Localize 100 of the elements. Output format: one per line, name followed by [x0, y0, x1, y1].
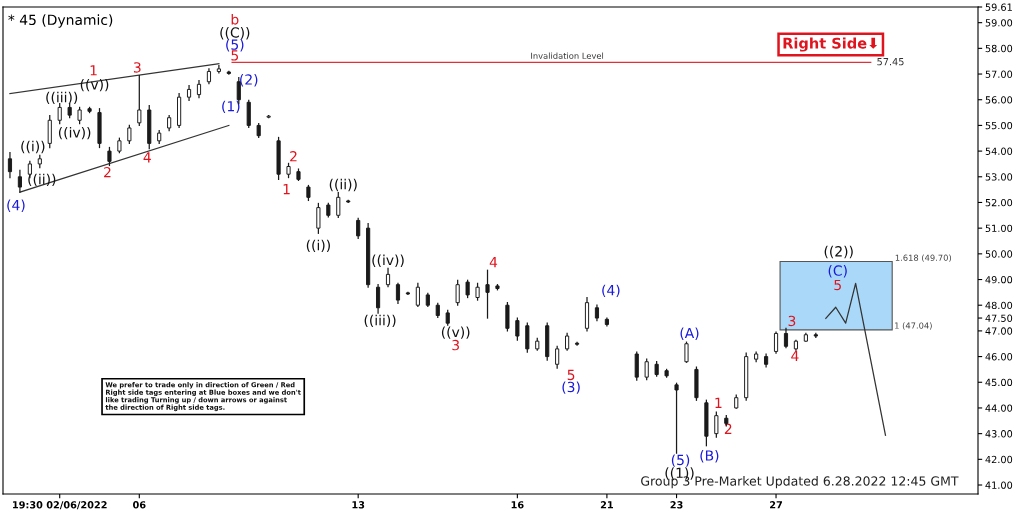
- candlestick: [356, 217, 361, 240]
- candlestick: [17, 169, 22, 193]
- candlestick: [375, 284, 381, 314]
- candlestick: [485, 269, 490, 319]
- candlestick: [525, 322, 530, 353]
- annotation: 1: [715, 397, 722, 408]
- candlestick: [336, 192, 341, 218]
- annotation: 3: [452, 339, 459, 351]
- candlestick: [505, 302, 510, 332]
- candlestick: [783, 327, 789, 349]
- annotation: 1 (47.04): [895, 322, 932, 330]
- candlestick: [47, 115, 52, 149]
- y-tick-label: 47.00: [985, 327, 1013, 335]
- annotation: 1: [283, 184, 290, 195]
- annotation: (B): [700, 450, 719, 463]
- candlestick: [515, 317, 520, 341]
- annotation: 4: [143, 152, 151, 163]
- annotation: (2): [240, 74, 258, 87]
- annotation: ((ii)): [329, 178, 357, 192]
- y-tick-label: 44.00: [985, 404, 1013, 412]
- line-series: [825, 282, 887, 436]
- candlestick: [634, 351, 639, 381]
- y-tick-label: 54.00: [985, 147, 1013, 155]
- annotation: ((iv)): [372, 254, 404, 267]
- y-tick-label: 59.00: [985, 19, 1013, 27]
- y-tick-label: 47.50: [985, 314, 1013, 322]
- y-tick-label: 48.00: [985, 301, 1013, 310]
- y-tick-label: 52.00: [985, 198, 1013, 207]
- candlestick: [316, 202, 321, 234]
- candlestick: [57, 102, 62, 125]
- annotation: ((v)): [441, 326, 470, 339]
- annotation: ((iii)): [46, 91, 78, 105]
- candlestick: [555, 345, 560, 369]
- candlestick: [415, 282, 420, 308]
- annotation: 5: [231, 50, 239, 61]
- annotation: (5): [671, 454, 690, 467]
- x-tick-label: 19:30 02/06/2022: [13, 501, 107, 510]
- y-tick-label: 45.00: [985, 378, 1013, 387]
- annotation: (1): [222, 100, 240, 114]
- annotation: Invalidation Level: [531, 52, 604, 59]
- y-tick-label: 43.00: [985, 430, 1013, 438]
- annotation: 3: [133, 62, 141, 73]
- candlestick: [714, 411, 719, 438]
- annotation: ((C)): [220, 27, 250, 40]
- text: * 45 (Dynamic): [8, 14, 113, 28]
- annotation: 2: [724, 423, 732, 434]
- x-tick-label: 06: [133, 501, 146, 509]
- x-tick-label: 27: [770, 501, 783, 509]
- y-tick-label: 55.00: [985, 121, 1013, 130]
- annotation: 2: [104, 166, 111, 178]
- y-tick-label: 58.00: [985, 44, 1013, 53]
- annotation: 1.618 (49.70): [895, 254, 951, 262]
- y-tick-label: 53.00: [985, 173, 1013, 181]
- candlestick: [246, 99, 251, 129]
- annotation: ((iii)): [364, 314, 396, 328]
- y-tick-label: 51.00: [985, 224, 1013, 232]
- annotation: 1: [90, 65, 97, 76]
- annotation: 2: [290, 151, 297, 162]
- x-tick-label: 13: [352, 501, 365, 509]
- annotation: (C): [828, 265, 847, 278]
- candlestick: [395, 282, 401, 305]
- candlestick: [674, 382, 679, 454]
- y-tick-label: 50.00: [985, 250, 1013, 258]
- annotation: ((2)): [824, 245, 853, 259]
- annotation: 5: [834, 279, 841, 291]
- y-tick-label: 49.00: [985, 276, 1013, 284]
- candlestick: [574, 341, 580, 346]
- y-tick-label: 42.00: [985, 455, 1013, 464]
- annotation: b: [231, 13, 239, 25]
- annotation: ((i)): [306, 239, 330, 253]
- candlestick: [385, 267, 391, 288]
- annotation: 5: [567, 369, 575, 381]
- annotation: (3): [562, 381, 580, 394]
- annotation: 3: [788, 315, 796, 327]
- annotation: (A): [680, 327, 699, 340]
- y-tick-label: 59.61: [985, 3, 1012, 11]
- y-tick-label: 46.00: [985, 353, 1013, 361]
- candlestick: [455, 279, 460, 306]
- annotation: 4: [791, 350, 799, 361]
- annotation: ((iv)): [58, 126, 91, 140]
- annotation: ((ii)): [28, 173, 56, 187]
- annotation: ((v)): [80, 78, 109, 92]
- candlestick: [773, 331, 779, 354]
- ref-line-label: 57.45: [877, 58, 904, 66]
- y-tick-label: 57.00: [985, 70, 1013, 78]
- candlestick: [7, 152, 13, 179]
- annotation: (4): [7, 199, 25, 212]
- annotation: Right Side⬇: [783, 37, 878, 52]
- candlestick: [684, 341, 689, 363]
- annotation: ((i)): [21, 140, 45, 154]
- x-tick-label: 21: [600, 501, 613, 509]
- candlestick: [137, 74, 142, 127]
- candlestick: [644, 358, 649, 381]
- y-tick-label: 41.00: [985, 481, 1013, 489]
- annotation: (4): [602, 284, 620, 297]
- annotation: (5): [226, 39, 244, 52]
- y-tick-label: 56.00: [985, 96, 1013, 104]
- x-tick-label: 16: [511, 501, 524, 509]
- annotation: 4: [489, 257, 498, 268]
- x-tick-label: 23: [670, 501, 683, 509]
